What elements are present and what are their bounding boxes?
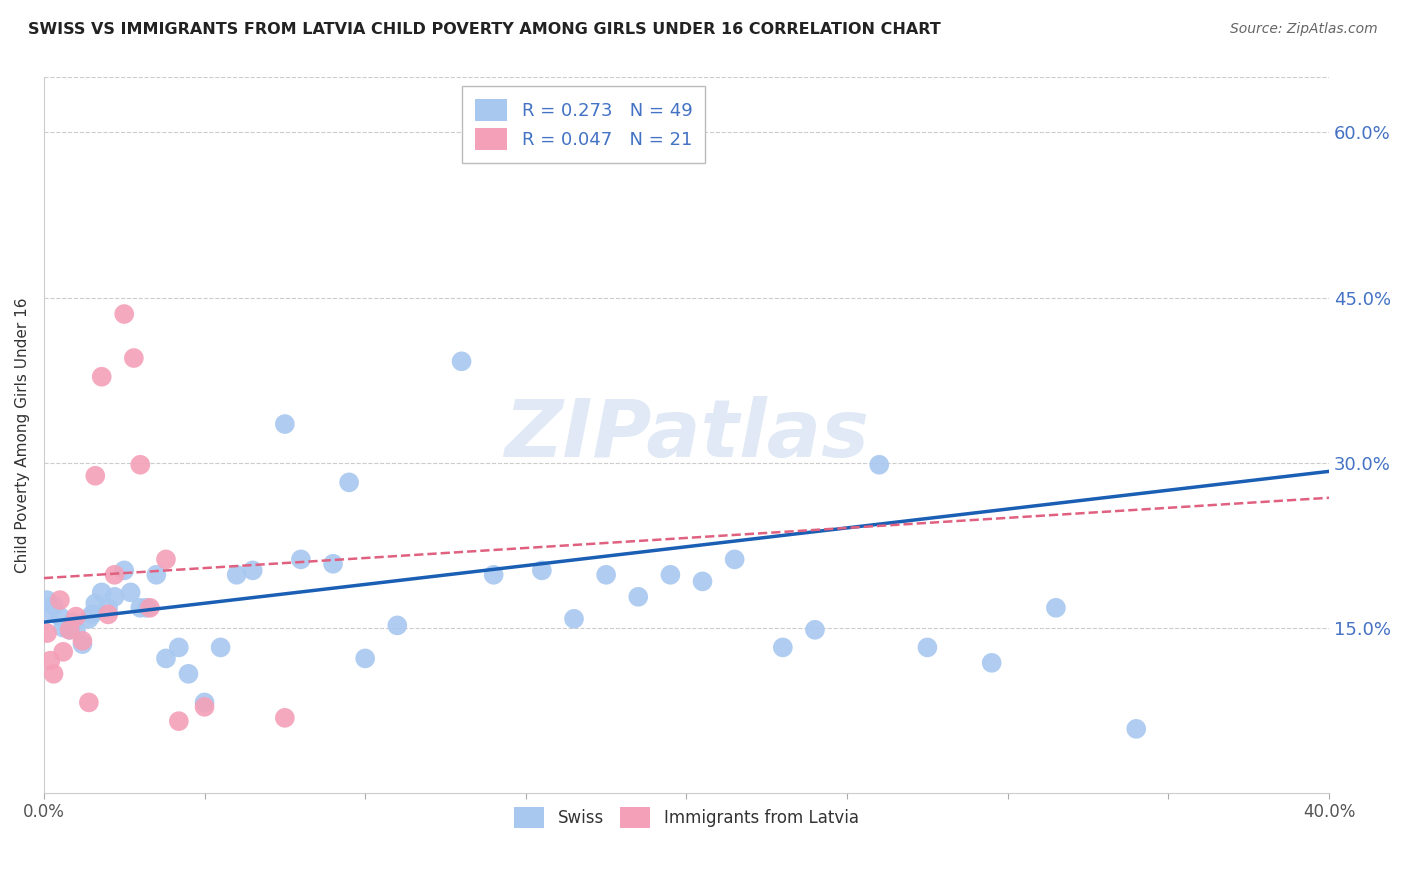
- Point: [77, 695, 100, 709]
- Point: [980, 656, 1002, 670]
- Point: [52, 645, 75, 659]
- Point: [167, 714, 190, 728]
- Point: [103, 567, 125, 582]
- Point: [97, 600, 120, 615]
- Point: [562, 612, 585, 626]
- Point: [122, 351, 145, 365]
- Point: [72, 633, 94, 648]
- Point: [482, 567, 505, 582]
- Point: [290, 552, 312, 566]
- Point: [155, 651, 177, 665]
- Point: [77, 612, 100, 626]
- Point: [80, 607, 103, 622]
- Point: [135, 600, 157, 615]
- Point: [65, 609, 87, 624]
- Point: [274, 417, 297, 431]
- Text: SWISS VS IMMIGRANTS FROM LATVIA CHILD POVERTY AMONG GIRLS UNDER 16 CORRELATION C: SWISS VS IMMIGRANTS FROM LATVIA CHILD PO…: [28, 22, 941, 37]
- Point: [37, 626, 59, 640]
- Point: [97, 607, 120, 622]
- Point: [129, 600, 152, 615]
- Point: [177, 666, 200, 681]
- Point: [62, 615, 84, 629]
- Point: [37, 593, 59, 607]
- Point: [129, 458, 152, 472]
- Point: [120, 585, 142, 599]
- Point: [49, 609, 72, 624]
- Point: [354, 651, 377, 665]
- Point: [1045, 600, 1067, 615]
- Y-axis label: Child Poverty Among Girls Under 16: Child Poverty Among Girls Under 16: [15, 297, 30, 573]
- Point: [209, 640, 232, 655]
- Legend: Swiss, Immigrants from Latvia: Swiss, Immigrants from Latvia: [508, 801, 866, 834]
- Point: [58, 623, 80, 637]
- Point: [84, 596, 107, 610]
- Point: [65, 623, 87, 637]
- Point: [112, 307, 135, 321]
- Point: [145, 567, 167, 582]
- Point: [659, 567, 682, 582]
- Point: [58, 623, 80, 637]
- Text: Source: ZipAtlas.com: Source: ZipAtlas.com: [1230, 22, 1378, 37]
- Point: [337, 475, 360, 490]
- Point: [917, 640, 939, 655]
- Point: [112, 563, 135, 577]
- Point: [193, 699, 215, 714]
- Point: [692, 574, 714, 589]
- Point: [90, 585, 112, 599]
- Point: [530, 563, 553, 577]
- Point: [155, 552, 177, 566]
- Point: [322, 557, 344, 571]
- Point: [1125, 722, 1147, 736]
- Point: [42, 666, 65, 681]
- Point: [90, 369, 112, 384]
- Text: ZIPatlas: ZIPatlas: [503, 396, 869, 474]
- Point: [868, 458, 890, 472]
- Point: [724, 552, 747, 566]
- Point: [193, 695, 215, 709]
- Point: [52, 621, 75, 635]
- Point: [103, 590, 125, 604]
- Point: [84, 468, 107, 483]
- Point: [242, 563, 264, 577]
- Point: [387, 618, 409, 632]
- Point: [39, 604, 62, 618]
- Point: [595, 567, 617, 582]
- Point: [139, 600, 162, 615]
- Point: [42, 599, 65, 613]
- Point: [627, 590, 650, 604]
- Point: [72, 637, 94, 651]
- Point: [39, 654, 62, 668]
- Point: [274, 711, 297, 725]
- Point: [49, 593, 72, 607]
- Point: [772, 640, 794, 655]
- Point: [804, 623, 827, 637]
- Point: [450, 354, 472, 368]
- Point: [225, 567, 247, 582]
- Point: [167, 640, 190, 655]
